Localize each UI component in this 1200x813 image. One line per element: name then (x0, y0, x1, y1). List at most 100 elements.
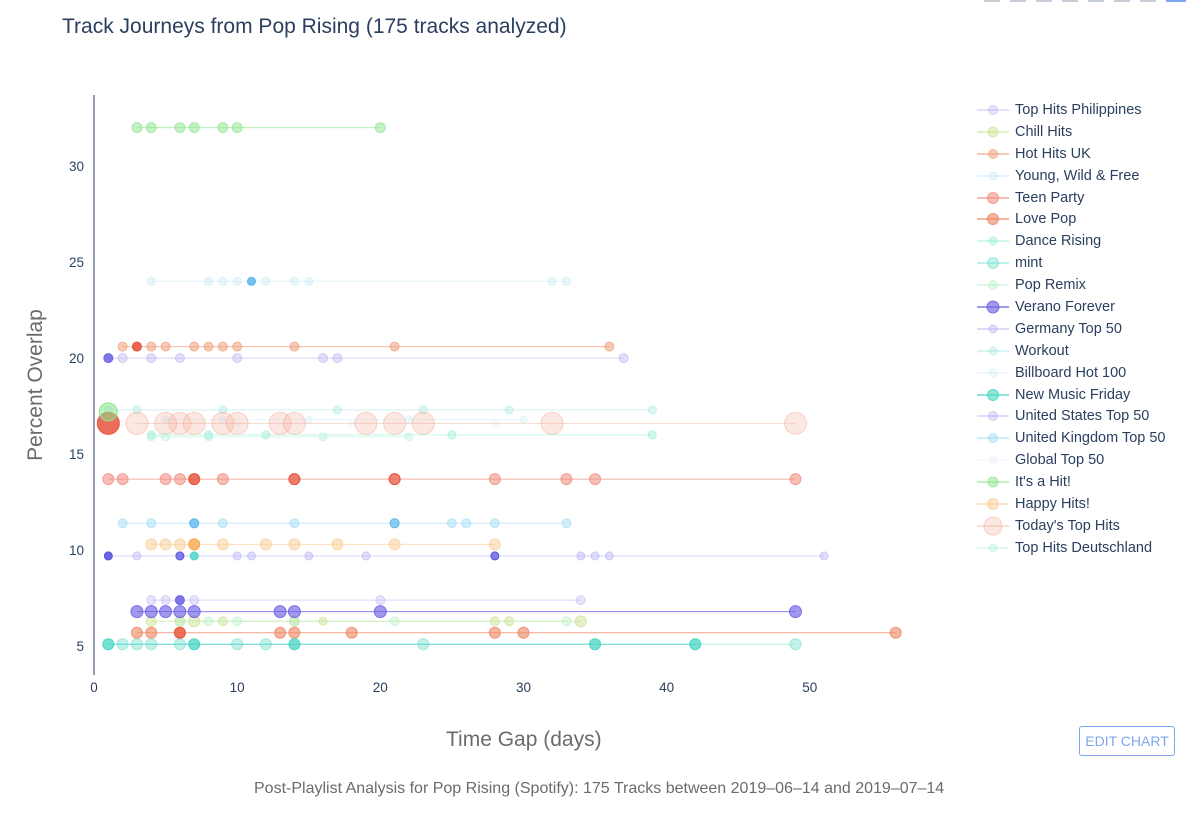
legend-item[interactable]: Chill Hits (975, 121, 1165, 143)
data-point[interactable] (159, 605, 173, 619)
series-united-states-top-50[interactable] (103, 353, 629, 364)
data-point[interactable] (373, 605, 387, 619)
data-point[interactable] (383, 411, 407, 435)
data-point[interactable] (354, 411, 378, 435)
data-point[interactable] (174, 353, 185, 364)
data-point[interactable] (174, 122, 186, 134)
series-top-hits-deutschland[interactable] (146, 432, 414, 442)
data-point[interactable] (418, 405, 428, 415)
data-point[interactable] (131, 122, 143, 134)
data-point[interactable] (102, 638, 115, 651)
data-point[interactable] (561, 276, 571, 286)
legend-item[interactable]: Pop Remix (975, 274, 1165, 296)
data-point[interactable] (375, 595, 386, 606)
data-point[interactable] (232, 276, 242, 286)
data-point[interactable] (154, 411, 178, 435)
data-point[interactable] (173, 605, 187, 619)
legend-item[interactable]: Dance Rising (975, 230, 1165, 252)
legend-item[interactable]: United Kingdom Top 50 (975, 427, 1165, 449)
data-point[interactable] (203, 341, 214, 352)
data-point[interactable] (174, 595, 185, 606)
data-point[interactable] (789, 638, 802, 651)
data-point[interactable] (117, 518, 128, 529)
data-point[interactable] (175, 551, 185, 561)
legend-item[interactable]: Hot Hits UK (975, 143, 1165, 165)
data-point[interactable] (389, 616, 400, 627)
data-point[interactable] (332, 353, 343, 364)
data-point[interactable] (517, 626, 530, 639)
data-point[interactable] (488, 626, 501, 639)
data-point[interactable] (161, 432, 171, 442)
data-point[interactable] (304, 415, 313, 424)
data-point[interactable] (490, 419, 499, 428)
series-germany-top-50[interactable] (103, 551, 829, 561)
data-point[interactable] (819, 551, 829, 561)
legend-item[interactable]: Teen Party (975, 187, 1165, 209)
series-global-top-50[interactable] (118, 419, 499, 428)
data-point[interactable] (575, 595, 586, 606)
series-united-kingdom-top-50[interactable] (117, 518, 572, 529)
legend-item[interactable]: Top Hits Philippines (975, 99, 1165, 121)
data-point[interactable] (211, 411, 235, 435)
data-point[interactable] (160, 341, 171, 352)
data-point[interactable] (574, 615, 587, 628)
series-top-hits-philippines[interactable] (146, 595, 586, 606)
data-point[interactable] (288, 626, 301, 639)
series-hot-hits-uk[interactable] (117, 341, 615, 352)
data-point[interactable] (246, 276, 256, 286)
edit-chart-button[interactable]: EDIT CHART (1079, 726, 1175, 756)
data-point[interactable] (318, 432, 328, 442)
data-point[interactable] (389, 518, 400, 529)
data-point[interactable] (225, 411, 249, 435)
data-point[interactable] (216, 538, 229, 551)
modebar-zoom-icon[interactable] (1010, 0, 1026, 2)
legend-item[interactable]: It's a Hit! (975, 471, 1165, 493)
data-point[interactable] (590, 551, 600, 561)
series-verano-forever[interactable] (130, 605, 802, 619)
data-point[interactable] (188, 538, 201, 551)
data-point[interactable] (361, 551, 371, 561)
data-point[interactable] (589, 473, 602, 486)
data-point[interactable] (576, 551, 586, 561)
data-point[interactable] (560, 473, 573, 486)
data-point[interactable] (347, 419, 356, 428)
data-point[interactable] (332, 405, 342, 415)
data-point[interactable] (103, 353, 114, 364)
data-point[interactable] (188, 473, 201, 486)
legend-item[interactable]: Verano Forever (975, 296, 1165, 318)
data-point[interactable] (159, 538, 172, 551)
series-pop-remix[interactable] (174, 616, 572, 627)
data-point[interactable] (561, 518, 572, 529)
legend-item[interactable]: mint (975, 252, 1165, 274)
data-point[interactable] (889, 626, 902, 639)
data-point[interactable] (103, 551, 113, 561)
data-point[interactable] (689, 638, 702, 651)
modebar-zoom-out-icon[interactable] (1114, 0, 1130, 2)
data-point[interactable] (289, 518, 300, 529)
data-point[interactable] (404, 432, 414, 442)
data-point[interactable] (145, 538, 158, 551)
legend-item[interactable]: Billboard Hot 100 (975, 362, 1165, 384)
data-point[interactable] (331, 538, 344, 551)
data-point[interactable] (783, 411, 807, 435)
data-point[interactable] (488, 538, 501, 551)
data-point[interactable] (287, 605, 301, 619)
data-point[interactable] (173, 626, 186, 639)
data-point[interactable] (159, 473, 172, 486)
data-point[interactable] (118, 419, 127, 428)
data-point[interactable] (789, 473, 802, 486)
data-point[interactable] (274, 626, 287, 639)
data-point[interactable] (447, 430, 457, 440)
legend-item[interactable]: Germany Top 50 (975, 318, 1165, 340)
legend-item[interactable]: New Music Friday (975, 384, 1165, 406)
data-point[interactable] (145, 122, 157, 134)
data-point[interactable] (345, 626, 358, 639)
data-point[interactable] (189, 341, 200, 352)
series-workout[interactable] (103, 405, 657, 415)
data-point[interactable] (217, 518, 228, 529)
data-point[interactable] (146, 276, 156, 286)
data-point[interactable] (411, 411, 435, 435)
data-point[interactable] (540, 411, 564, 435)
data-point[interactable] (647, 430, 657, 440)
legend-item[interactable]: Global Top 50 (975, 449, 1165, 471)
